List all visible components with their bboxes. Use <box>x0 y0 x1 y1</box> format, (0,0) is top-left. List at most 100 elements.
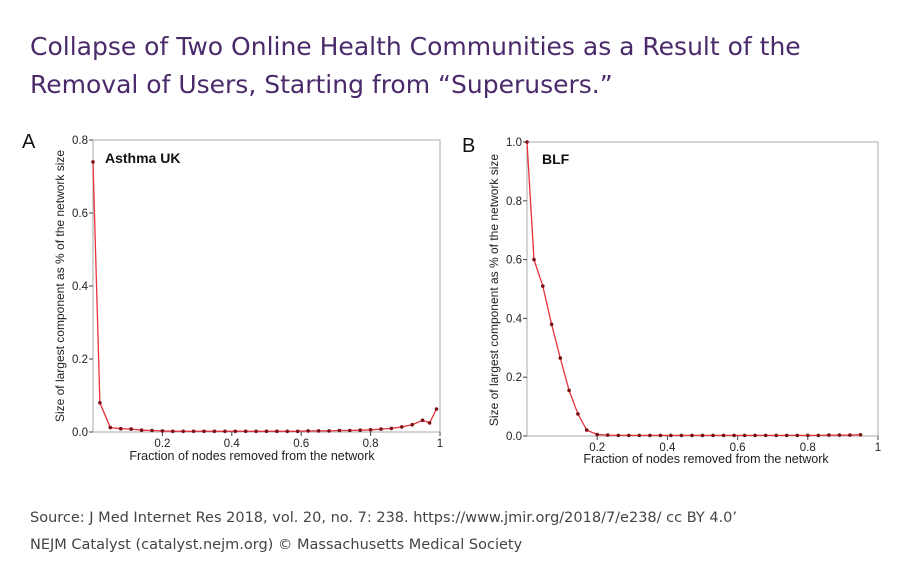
data-point <box>181 429 185 434</box>
data-point <box>420 418 425 423</box>
y-tick-label: 0.6 <box>506 255 522 267</box>
data-point <box>827 433 831 437</box>
data-point <box>549 322 554 327</box>
data-point <box>669 433 673 438</box>
data-point <box>368 428 373 432</box>
data-point <box>160 429 165 433</box>
data-point <box>191 429 196 434</box>
data-point <box>584 428 589 432</box>
figure-title: Collapse of Two Online Health Communitie… <box>30 28 890 104</box>
x-tick-label: 0.4 <box>659 442 676 454</box>
y-tick-label: 0.0 <box>72 427 88 439</box>
data-point <box>679 433 684 438</box>
data-point <box>410 422 415 427</box>
data-point <box>389 426 394 431</box>
data-point <box>648 433 652 438</box>
panel-letter: B <box>462 135 475 157</box>
x-tick-label: 1 <box>875 442 881 454</box>
data-point <box>627 433 631 438</box>
data-point <box>91 160 95 164</box>
data-point <box>202 429 206 434</box>
data-point <box>763 433 768 438</box>
data-point <box>434 407 439 411</box>
x-tick-label: 0.8 <box>363 438 379 450</box>
data-point <box>306 429 310 433</box>
data-point <box>816 433 821 438</box>
data-point <box>558 356 563 360</box>
data-point <box>358 428 363 433</box>
plot-frame <box>526 141 879 437</box>
chart-panel-a: A Asthma UK 0.0 0.2 0.4 0.6 0.8 0.2 0.4 0.6 0.8 1 Si… <box>22 131 443 463</box>
data-point <box>285 429 290 434</box>
data-point <box>327 429 331 433</box>
copyright-credit: NEJM Catalyst (catalyst.nejm.org) © Mass… <box>30 537 523 553</box>
data-point <box>732 433 736 438</box>
y-tick-label: 0.4 <box>506 313 523 325</box>
data-point <box>400 425 404 429</box>
y-tick-label: 0.2 <box>506 372 522 384</box>
data-point <box>774 433 778 438</box>
source-citation: Source: J Med Internet Res 2018, vol. 20… <box>30 510 737 526</box>
data-point <box>700 433 705 438</box>
data-point <box>379 427 383 431</box>
data-point <box>848 433 852 437</box>
y-tick-label: 0.8 <box>72 135 88 147</box>
y-tick-label: 0.4 <box>72 281 89 293</box>
data-point <box>837 433 842 437</box>
data-point <box>108 425 113 430</box>
data-point <box>275 429 279 434</box>
data-point <box>348 428 352 433</box>
data-point <box>658 433 663 438</box>
data-point <box>243 429 248 434</box>
x-tick-label: 0.6 <box>730 442 746 454</box>
data-point <box>742 433 747 438</box>
y-axis-label: Size of largest component as % of the ne… <box>53 150 67 422</box>
data-point <box>427 421 432 425</box>
data-point <box>233 429 238 434</box>
data-point <box>753 433 757 438</box>
x-tick-label: 0.8 <box>800 442 816 454</box>
plot-frame <box>92 139 441 433</box>
data-point <box>690 433 694 438</box>
data-point <box>212 429 217 434</box>
x-tick-label: 0.2 <box>154 438 170 450</box>
data-point <box>119 426 123 431</box>
data-point <box>616 433 621 438</box>
data-point <box>316 429 321 433</box>
data-point <box>576 412 580 416</box>
charts-canvas: A Asthma UK 0.0 0.2 0.4 0.6 0.8 0.2 0.4 0.6 0.8 1 Si… <box>22 131 881 466</box>
data-point <box>264 429 269 434</box>
y-tick-label: 1.0 <box>506 137 522 149</box>
data-point <box>139 428 144 433</box>
series-line <box>526 141 861 437</box>
x-tick-label: 0.2 <box>589 442 605 454</box>
data-point <box>295 429 300 434</box>
y-tick-label: 0.2 <box>72 354 88 366</box>
data-point <box>721 433 726 438</box>
y-axis-label: Size of largest component as % of the ne… <box>487 154 501 426</box>
panel-title: Asthma UK <box>105 150 180 166</box>
x-axis-label: Fraction of nodes removed from the netwo… <box>583 452 829 466</box>
data-point <box>806 433 810 438</box>
data-point <box>567 388 571 393</box>
data-point <box>605 433 610 437</box>
panel-letter: A <box>22 131 36 153</box>
y-tick-label: 0.0 <box>506 431 522 443</box>
x-tick-label: 1 <box>437 438 443 450</box>
x-axis-label: Fraction of nodes removed from the netwo… <box>129 449 375 463</box>
data-point <box>171 429 175 434</box>
data-point <box>711 433 715 438</box>
data-point <box>532 257 536 262</box>
data-point <box>337 428 342 433</box>
data-point <box>150 428 154 433</box>
x-tick-label: 0.6 <box>293 438 309 450</box>
panel-title: BLF <box>542 151 570 167</box>
chart-panel-b: B BLF 0.0 0.2 0.4 0.6 0.8 1.0 0.2 0.4 0.6 0.8 1 Size … <box>462 135 881 466</box>
data-point <box>98 401 102 405</box>
data-point <box>595 432 599 437</box>
x-tick-label: 0.4 <box>224 438 241 450</box>
data-point <box>795 433 800 438</box>
figure-title-line-1: Collapse of Two Online Health Communitie… <box>30 32 801 61</box>
data-point <box>858 433 863 437</box>
data-point <box>525 140 529 144</box>
